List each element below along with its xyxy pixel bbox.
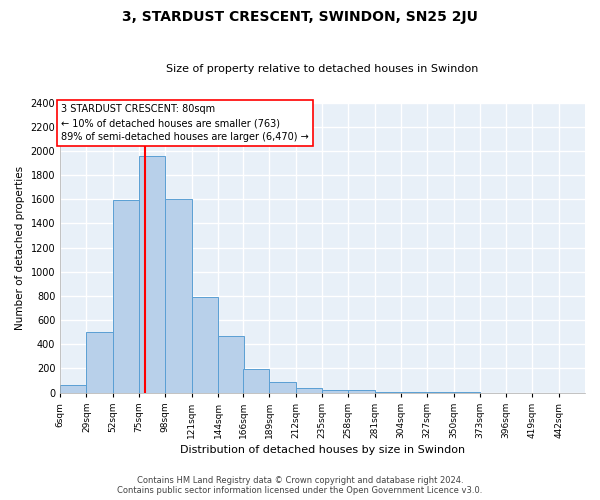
Text: 3 STARDUST CRESCENT: 80sqm
← 10% of detached houses are smaller (763)
89% of sem: 3 STARDUST CRESCENT: 80sqm ← 10% of deta… xyxy=(61,104,309,142)
Bar xyxy=(60,386,86,392)
Bar xyxy=(322,390,349,392)
Bar xyxy=(166,200,191,392)
Bar xyxy=(113,200,139,392)
Bar xyxy=(349,390,374,392)
Bar xyxy=(218,336,244,392)
Bar xyxy=(139,156,166,392)
X-axis label: Distribution of detached houses by size in Swindon: Distribution of detached houses by size … xyxy=(180,445,465,455)
Bar xyxy=(191,297,218,392)
Bar xyxy=(243,369,269,392)
Title: Size of property relative to detached houses in Swindon: Size of property relative to detached ho… xyxy=(166,64,479,74)
Text: Contains HM Land Registry data © Crown copyright and database right 2024.
Contai: Contains HM Land Registry data © Crown c… xyxy=(118,476,482,495)
Bar xyxy=(296,388,322,392)
Text: 3, STARDUST CRESCENT, SWINDON, SN25 2JU: 3, STARDUST CRESCENT, SWINDON, SN25 2JU xyxy=(122,10,478,24)
Bar xyxy=(86,332,113,392)
Y-axis label: Number of detached properties: Number of detached properties xyxy=(15,166,25,330)
Bar xyxy=(269,382,296,392)
